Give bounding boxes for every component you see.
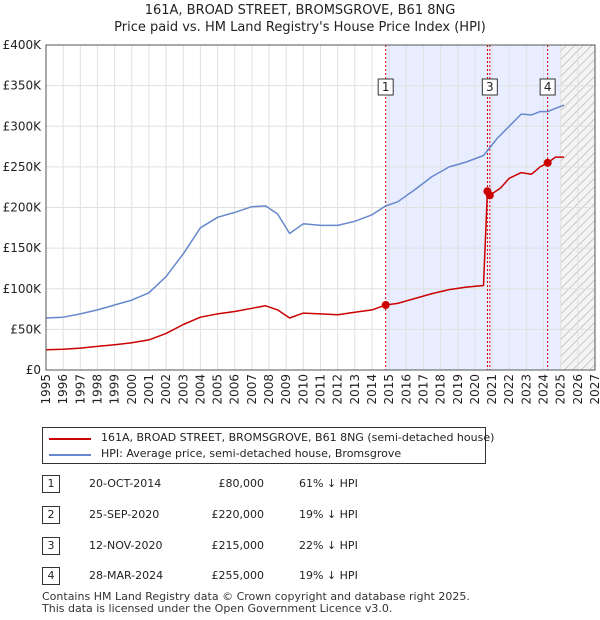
x-tick-label: 2006 xyxy=(228,374,242,405)
footer-licence: This data is licensed under the Open Gov… xyxy=(42,602,393,615)
transaction-hpi: 19% ↓ HPI xyxy=(299,508,358,521)
legend-swatch-property xyxy=(49,438,91,440)
transaction-date: 20-OCT-2014 xyxy=(89,477,162,490)
chart-legend: 161A, BROAD STREET, BROMSGROVE, B61 8NG … xyxy=(42,427,494,464)
y-tick-label: £100K xyxy=(3,282,43,296)
x-tick-label: 2004 xyxy=(193,374,207,405)
sale-point xyxy=(543,158,552,167)
annotation-box xyxy=(481,78,498,96)
x-tick-label: 2007 xyxy=(245,374,259,405)
x-tick-label: 2003 xyxy=(176,374,190,405)
transaction-price: £80,000 xyxy=(218,477,265,490)
transaction-hpi: 19% ↓ HPI xyxy=(299,569,358,582)
annotation-box xyxy=(377,78,394,96)
transaction-date: 28-MAR-2024 xyxy=(89,569,164,582)
x-tick-label: 2021 xyxy=(485,374,499,405)
transaction-badge: 2 xyxy=(42,506,60,524)
x-tick-label: 1995 xyxy=(39,374,53,405)
x-tick-label: 2013 xyxy=(348,374,362,405)
x-tick-label: 2011 xyxy=(314,374,328,405)
x-tick-label: 2019 xyxy=(451,374,465,405)
annotation-box xyxy=(539,78,556,96)
transaction-price: £220,000 xyxy=(211,508,265,521)
price-chart: 1 3 4 £0 £50K £100K £150K £200K £250K £300K £350K… xyxy=(3,38,600,405)
transaction-row: 2 25-SEP-2020 £220,000 19% ↓ HPI xyxy=(42,506,562,526)
sale-point xyxy=(381,301,390,309)
y-tick-label: £0 xyxy=(26,363,41,377)
x-tick-label: 2026 xyxy=(571,374,585,405)
legend-label-property: 161A, BROAD STREET, BROMSGROVE, B61 8NG … xyxy=(101,431,495,444)
x-tick-label: 2009 xyxy=(279,374,293,405)
transaction-row: 4 28-MAR-2024 £255,000 19% ↓ HPI xyxy=(42,567,562,587)
x-tick-label: 2024 xyxy=(537,374,551,405)
x-tick-label: 2015 xyxy=(382,374,396,405)
x-tick-label: 2022 xyxy=(502,374,516,405)
x-tick-label: 2020 xyxy=(468,374,482,405)
x-tick-label: 1998 xyxy=(90,374,104,405)
y-tick-label: £300K xyxy=(3,119,43,133)
transaction-badge: 3 xyxy=(42,537,60,555)
series-line-property xyxy=(45,156,565,351)
transaction-badge: 1 xyxy=(42,475,60,493)
annotation-label: 3 xyxy=(486,80,494,94)
footer-copyright: Contains HM Land Registry data © Crown c… xyxy=(42,590,470,603)
annotation-label: 4 xyxy=(544,80,552,94)
x-tick-label: 2018 xyxy=(434,374,448,405)
x-tick-label: 1996 xyxy=(56,374,70,405)
transaction-hpi: 61% ↓ HPI xyxy=(299,477,358,490)
y-tick-label: £350K xyxy=(3,79,43,93)
x-tick-label: 2023 xyxy=(519,374,533,405)
transaction-hpi: 22% ↓ HPI xyxy=(299,539,358,552)
transaction-badge: 4 xyxy=(42,567,60,585)
y-tick-label: £250K xyxy=(3,160,43,174)
x-tick-label: 2014 xyxy=(365,374,379,405)
series-line-hpi xyxy=(45,104,565,319)
x-tick-label: 2000 xyxy=(125,374,139,405)
sale-point xyxy=(485,191,494,200)
x-tick-label: 2001 xyxy=(142,374,156,405)
legend-swatch-hpi xyxy=(49,454,91,456)
x-tick-label: 2027 xyxy=(588,374,600,405)
x-tick-label: 2002 xyxy=(159,374,173,405)
y-tick-label: £400K xyxy=(3,38,43,52)
chart-subtitle: Price paid vs. HM Land Registry's House … xyxy=(114,20,486,35)
transaction-row: 1 20-OCT-2014 £80,000 61% ↓ HPI xyxy=(42,475,562,495)
chart-title: 161A, BROAD STREET, BROMSGROVE, B61 8NG xyxy=(144,3,456,18)
x-tick-label: 2025 xyxy=(554,374,568,405)
annotation-label: 1 xyxy=(382,80,390,94)
transaction-price: £255,000 xyxy=(211,569,265,582)
x-tick-label: 2017 xyxy=(416,374,430,405)
y-tick-label: £200K xyxy=(3,201,43,215)
x-tick-label: 2008 xyxy=(262,374,276,405)
plot-frame xyxy=(45,44,596,371)
x-tick-label: 1999 xyxy=(108,374,122,405)
x-tick-label: 2012 xyxy=(331,374,345,405)
x-tick-label: 2016 xyxy=(399,374,413,405)
x-tick-label: 2010 xyxy=(296,374,310,405)
transaction-date: 12-NOV-2020 xyxy=(89,539,163,552)
transaction-row: 3 12-NOV-2020 £215,000 22% ↓ HPI xyxy=(42,537,562,557)
y-tick-label: £50K xyxy=(10,322,42,336)
transaction-price: £215,000 xyxy=(211,539,265,552)
x-tick-label: 2005 xyxy=(211,374,225,405)
transaction-date: 25-SEP-2020 xyxy=(89,508,160,521)
legend-label-hpi: HPI: Average price, semi-detached house,… xyxy=(101,447,402,460)
y-tick-label: £150K xyxy=(3,241,43,255)
x-tick-label: 1997 xyxy=(73,374,87,405)
